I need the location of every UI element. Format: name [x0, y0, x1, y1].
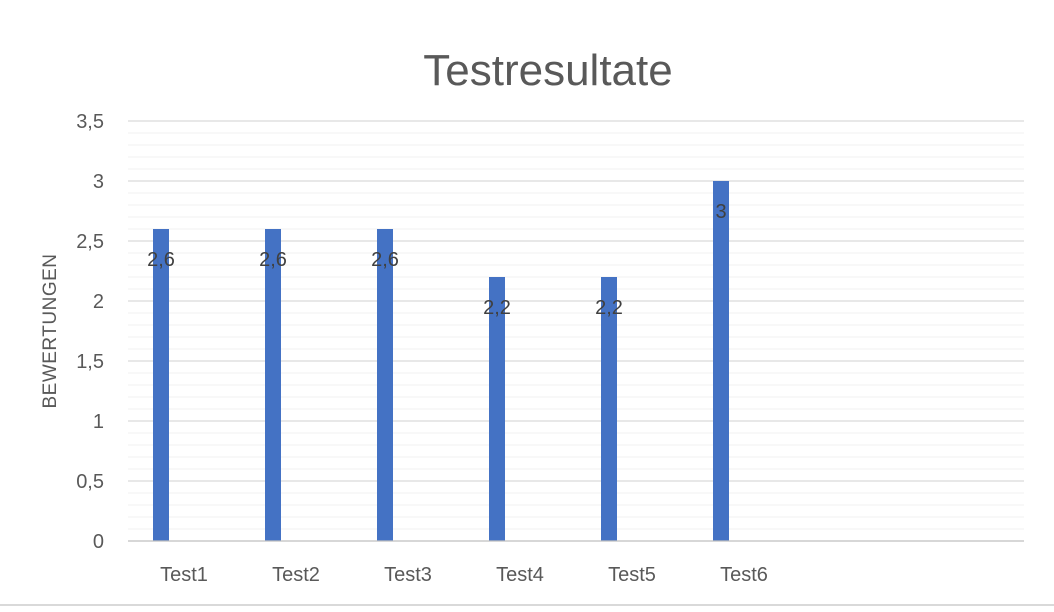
- bar: [489, 277, 505, 541]
- bar: [713, 181, 729, 541]
- y-axis-label: BEWERTUNGEN: [40, 253, 61, 408]
- x-tick-label: Test3: [384, 564, 432, 586]
- data-label: 2,2: [595, 297, 623, 319]
- data-label: 2,6: [147, 249, 175, 271]
- x-tick-label: Test2: [272, 564, 320, 586]
- x-tick-label: Test4: [496, 564, 544, 586]
- x-tick-label: Test6: [720, 564, 768, 586]
- gridlines: [128, 120, 1024, 530]
- bar: [377, 229, 393, 541]
- x-tick-label: Test5: [608, 564, 656, 586]
- bar: [265, 229, 281, 541]
- y-tick-label: 3,5: [76, 111, 104, 133]
- y-tick-label: 1: [93, 411, 104, 433]
- bar: [601, 277, 617, 541]
- data-label: 2,2: [483, 297, 511, 319]
- y-tick-label: 1,5: [76, 351, 104, 373]
- y-tick-label: 2,5: [76, 231, 104, 253]
- bars: [153, 181, 729, 541]
- data-label: 2,6: [371, 249, 399, 271]
- data-label: 3: [715, 201, 726, 223]
- y-tick-label: 0: [93, 531, 104, 553]
- data-label: 2,6: [259, 249, 287, 271]
- y-tick-label: 0,5: [76, 471, 104, 493]
- y-tick-label: 3: [93, 171, 104, 193]
- y-axis-ticks: 0 0,5 1 1,5 2 2,5 3 3,5: [76, 111, 104, 553]
- chart-title: Testresultate: [423, 46, 672, 95]
- y-tick-label: 2: [93, 291, 104, 313]
- x-tick-label: Test1: [160, 564, 208, 586]
- data-labels: 2,6 2,6 2,6 2,2 2,2 3: [147, 201, 726, 319]
- bar: [153, 229, 169, 541]
- x-axis-ticks: Test1 Test2 Test3 Test4 Test5 Test6: [160, 564, 768, 586]
